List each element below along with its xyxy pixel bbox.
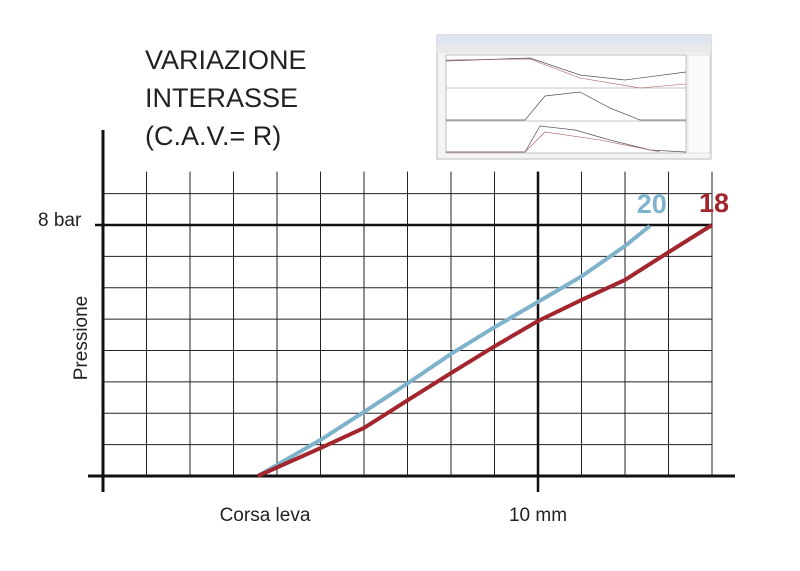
series-label: 20 <box>637 189 667 219</box>
x-tick-label: 10 mm <box>509 505 567 526</box>
series-line <box>257 223 714 478</box>
series-line <box>256 224 652 478</box>
screenshot-inset <box>436 34 712 160</box>
chart-title: (C.A.V.= R) <box>145 121 281 151</box>
y-tick-label: 8 bar <box>38 210 82 231</box>
series-label: 18 <box>699 188 729 218</box>
chart-title: VARIAZIONE <box>145 45 307 75</box>
y-axis-label: Pressione <box>71 296 92 381</box>
x-axis-label: Corsa leva <box>220 505 311 526</box>
chart-title: INTERASSE <box>145 83 298 113</box>
